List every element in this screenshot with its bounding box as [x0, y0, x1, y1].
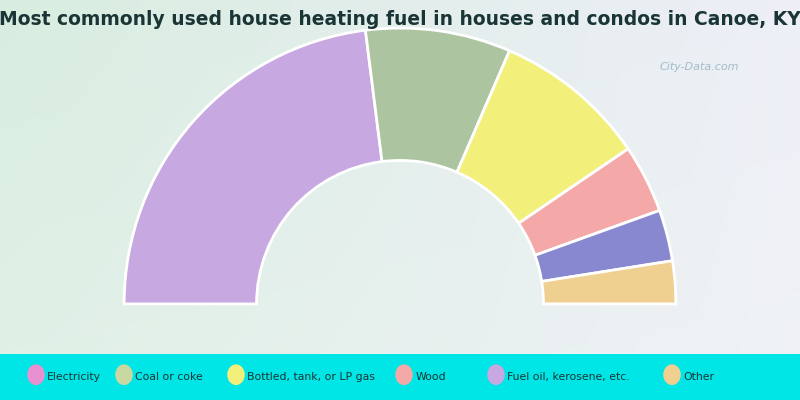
Wedge shape: [542, 261, 676, 304]
Text: Other: Other: [683, 372, 714, 382]
Text: Fuel oil, kerosene, etc.: Fuel oil, kerosene, etc.: [507, 372, 630, 382]
Text: Electricity: Electricity: [47, 372, 101, 382]
Ellipse shape: [227, 364, 245, 385]
Wedge shape: [535, 210, 673, 282]
Wedge shape: [518, 149, 659, 255]
Ellipse shape: [395, 364, 413, 385]
Ellipse shape: [27, 364, 45, 385]
Text: Most commonly used house heating fuel in houses and condos in Canoe, KY: Most commonly used house heating fuel in…: [0, 10, 800, 29]
Wedge shape: [366, 28, 510, 172]
Ellipse shape: [663, 364, 681, 385]
Text: Bottled, tank, or LP gas: Bottled, tank, or LP gas: [247, 372, 375, 382]
Wedge shape: [457, 51, 628, 223]
Wedge shape: [124, 30, 382, 304]
Text: Coal or coke: Coal or coke: [135, 372, 203, 382]
Text: City-Data.com: City-Data.com: [660, 62, 739, 72]
Text: Wood: Wood: [415, 372, 446, 382]
Ellipse shape: [115, 364, 133, 385]
Ellipse shape: [487, 364, 505, 385]
